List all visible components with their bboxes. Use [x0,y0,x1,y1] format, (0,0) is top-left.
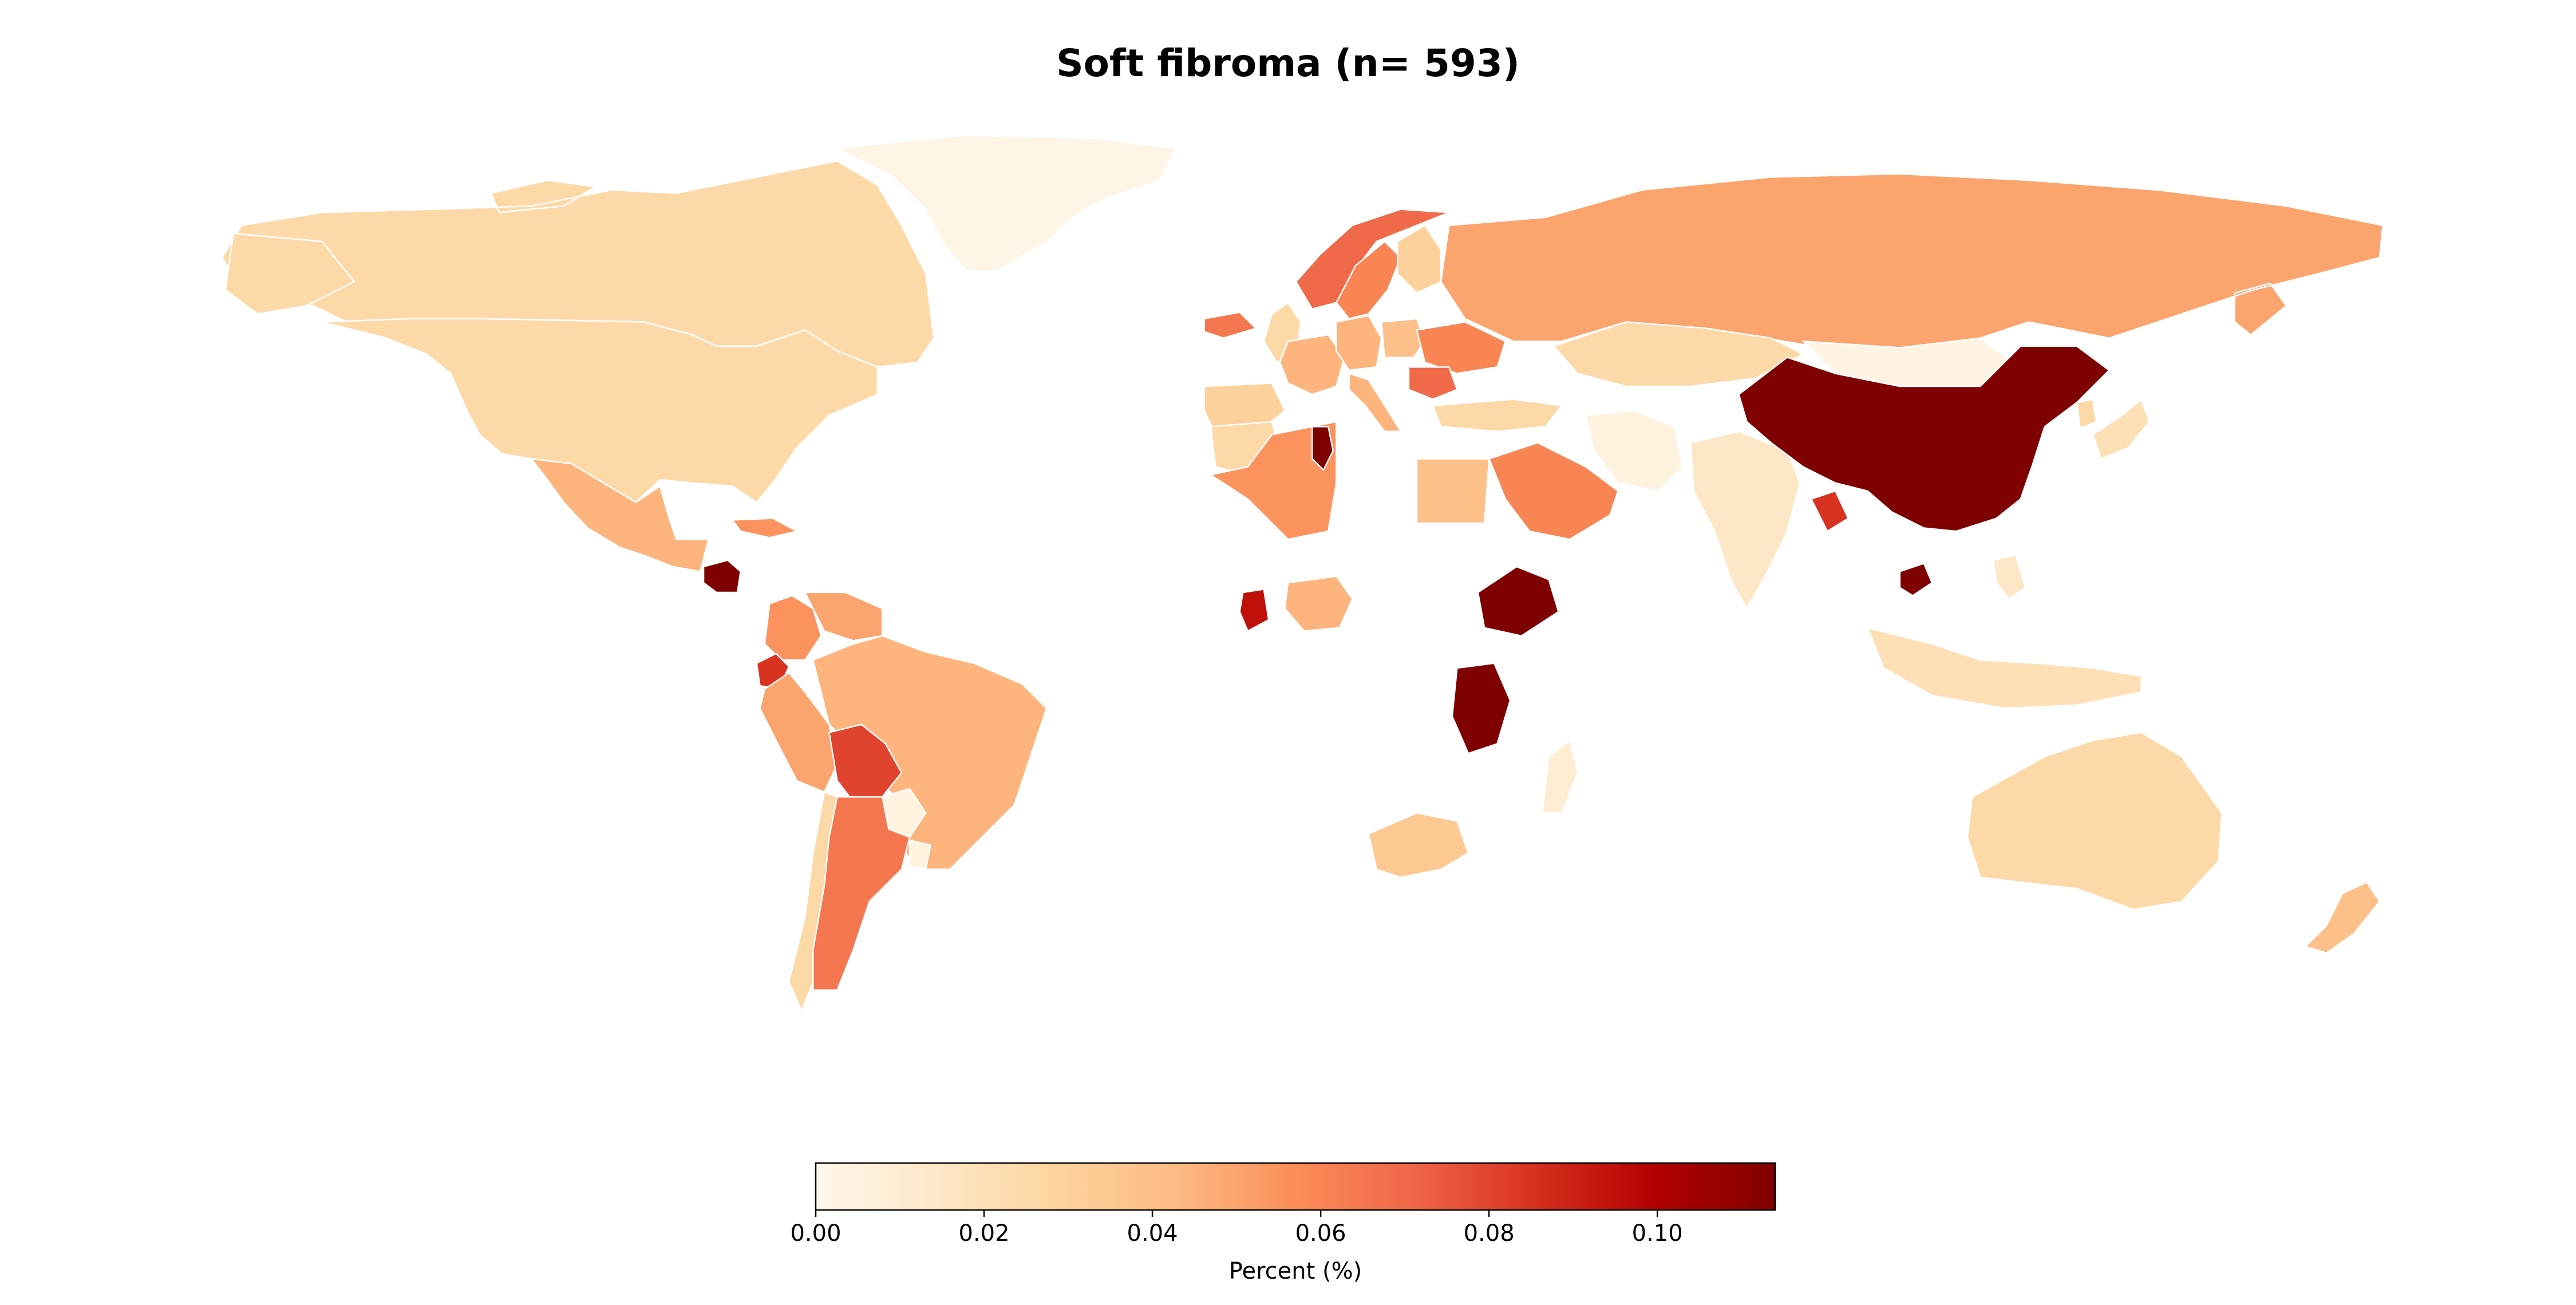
country-iran [1585,409,1684,492]
country-philippines [1992,555,2026,600]
country-new-zealand [2305,881,2381,954]
country-tunisia [1311,426,1334,471]
country-colombia [764,595,822,661]
country-uruguay [908,839,931,871]
country-saudi-arabia [1488,442,1619,540]
country-iceland [1203,311,1257,339]
country-south-africa [1368,812,1469,879]
country-bangladesh [1810,490,1850,532]
country-italy [1348,373,1402,433]
country-poland [1380,318,1426,358]
country-greenland [836,134,1176,271]
page-title: Soft fibroma (n= 593) [1056,41,1520,85]
country-guatemala [702,559,742,594]
country-romania [1408,366,1458,400]
colorbar-axis-label: Percent (%) [1229,1258,1362,1284]
country-venezuela [804,591,883,642]
country-germany [1336,314,1382,371]
country-madagascar [1542,739,1579,814]
colorbar-tick-label: 0.00 [790,1220,841,1247]
country-france [1279,334,1345,396]
colorbar-tick-label: 0.08 [1464,1220,1515,1247]
country-tanzania [1451,662,1511,754]
country-nigeria [1284,575,1353,632]
country-algeria [1210,421,1337,540]
country-india [1689,430,1801,610]
country-sweden [1336,240,1402,320]
colorbar-tick-label: 0.04 [1127,1220,1178,1247]
colorbar-ticks: 0.00 0.02 0.04 0.06 0.08 0.10 [790,1210,1683,1247]
country-turkey [1432,398,1563,433]
country-south-korea [2076,398,2097,429]
country-japan [2092,398,2150,460]
country-egypt [1416,458,1490,524]
country-peru [759,672,838,793]
country-china [1738,345,2110,532]
country-argentina [812,796,911,991]
country-ethiopia [1477,566,1559,637]
colorbar-gradient [815,1162,1776,1211]
countries-layer [221,134,2384,1012]
country-united-states [224,232,879,503]
colorbar-tick-label: 0.10 [1632,1220,1683,1247]
country-mexico [530,458,709,572]
country-ghana [1239,588,1270,632]
colorbar-tick-label: 0.02 [959,1220,1010,1247]
country-cuba [732,517,798,539]
country-russia [1440,173,2384,352]
country-cambodia [1899,563,1933,596]
country-indonesia [1867,627,2142,709]
colorbar-tick-label: 0.06 [1295,1220,1346,1247]
country-australia [1966,731,2223,911]
country-ukraine [1416,321,1506,374]
country-bolivia [828,723,903,802]
country-norway [1295,208,1450,310]
